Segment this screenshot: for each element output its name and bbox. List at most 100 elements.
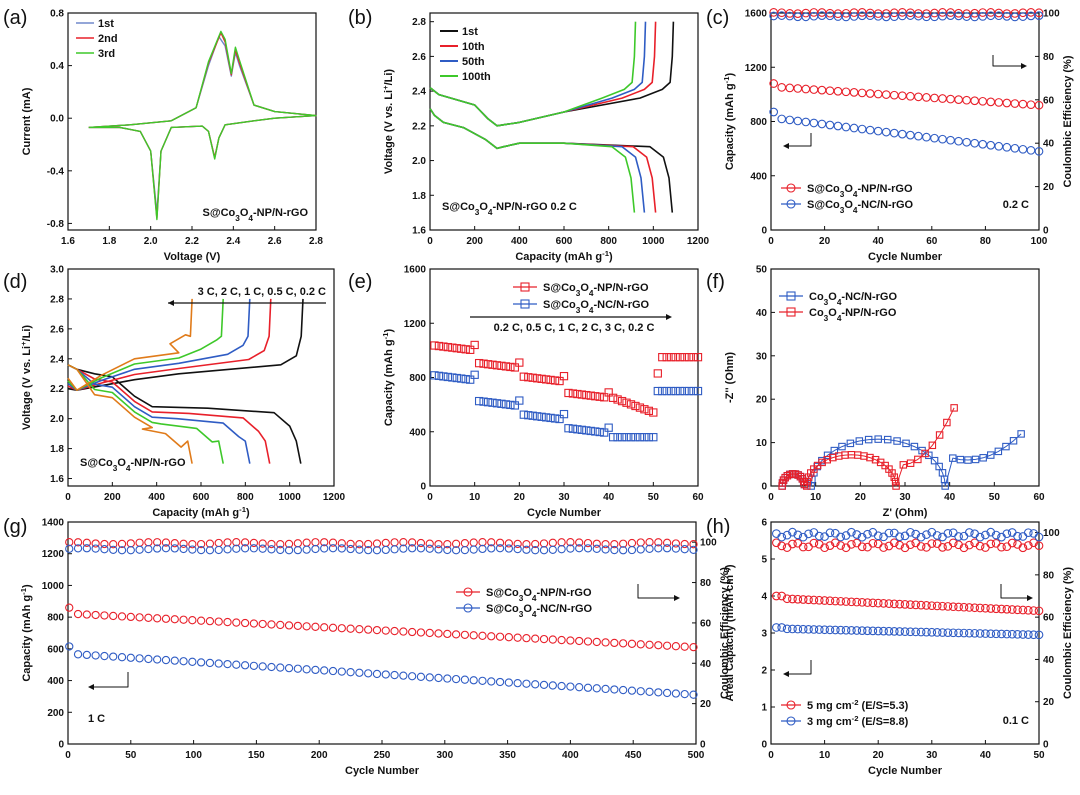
capacity-point <box>975 629 985 638</box>
capacity-point <box>689 690 698 699</box>
text-span: cm <box>836 700 852 712</box>
efficiency-point <box>258 539 267 548</box>
x-tick-label: 2.4 <box>226 236 240 247</box>
efficiency-point <box>258 544 267 553</box>
text-span: Co <box>809 307 824 319</box>
subscript: 3 <box>235 214 240 223</box>
efficiency-point <box>346 544 355 554</box>
capacity-point <box>557 635 566 645</box>
y-axis-label: Areal Capacity (mAh cm-2) <box>722 564 737 701</box>
capacity-point <box>1002 629 1012 639</box>
eis-point <box>906 459 915 467</box>
capacity-point-np <box>541 375 551 384</box>
efficiency-point <box>959 543 969 553</box>
text-span: O <box>240 207 249 219</box>
y-tick-label: 0.4 <box>50 61 64 72</box>
capacity-point-np <box>448 343 457 352</box>
efficiency-point <box>109 545 118 554</box>
capacity-point <box>469 631 478 640</box>
efficiency-point <box>879 532 888 542</box>
capacity-point <box>460 675 470 684</box>
capacity-point <box>1023 630 1033 639</box>
x-tick-label: 1.8 <box>102 236 116 247</box>
capacity-point <box>938 601 947 611</box>
y2-tick-label: 40 <box>1043 139 1055 150</box>
capacity-point <box>654 688 663 697</box>
efficiency-point <box>959 531 969 541</box>
efficiency-point <box>798 542 808 552</box>
efficiency-point <box>895 532 904 542</box>
capacity-point <box>809 118 819 128</box>
text-span: -NP/N-rGO <box>858 183 913 195</box>
capacity-point <box>522 634 531 643</box>
capacity-point <box>994 141 1004 151</box>
capacity-point <box>804 624 813 634</box>
capacity-point <box>991 629 1001 639</box>
efficiency-point <box>399 544 408 553</box>
capacity-point <box>487 677 496 686</box>
capacity-point <box>416 628 426 637</box>
efficiency-point <box>662 544 672 553</box>
capacity-point <box>946 135 955 145</box>
subscript: 4 <box>853 206 858 215</box>
capacity-point <box>232 660 241 669</box>
x-tick-label: 100 <box>1031 236 1048 247</box>
subscript: 4 <box>837 314 842 323</box>
efficiency-point <box>975 541 985 551</box>
text-span: ) <box>383 329 395 333</box>
efficiency-point <box>487 544 496 553</box>
subscript: 4 <box>248 214 253 223</box>
efficiency-point <box>964 540 974 550</box>
capacity-point <box>817 119 827 129</box>
capacity-point <box>539 680 549 690</box>
efficiency-point <box>355 540 364 549</box>
capacity-point-nc <box>452 373 461 383</box>
text-span: S@ <box>486 587 504 599</box>
text-span: Capacity (mAh <box>21 602 33 682</box>
capacity-point-nc <box>466 375 475 384</box>
x-tick-label: 150 <box>248 750 265 761</box>
efficiency-point <box>531 539 540 549</box>
legend-label: 1st <box>98 18 114 30</box>
text-span: Cycle Number <box>868 765 943 777</box>
capacity-point <box>914 92 923 102</box>
y-tick-label: 2.2 <box>412 121 426 132</box>
capacity-point <box>975 603 985 613</box>
efficiency-point <box>355 545 364 554</box>
capacity-point <box>820 596 829 605</box>
discharge-curve-0.5 C <box>67 364 271 464</box>
y-tick-label: 2.2 <box>50 384 64 395</box>
x-tick-label: 40 <box>980 750 992 761</box>
superscript: + <box>19 341 28 346</box>
efficiency-point <box>232 538 241 547</box>
capacity-point <box>997 604 1006 614</box>
capacity-point <box>1018 605 1028 615</box>
x-tick-label: 10 <box>469 492 481 503</box>
x-tick-label: 2.8 <box>309 236 323 247</box>
efficiency-point <box>627 545 637 555</box>
capacity-point-np <box>649 408 658 417</box>
capacity-point <box>922 132 931 142</box>
panel-label: (d) <box>3 271 27 293</box>
y-tick-label: 2.6 <box>412 52 426 63</box>
capacity-point <box>337 624 346 633</box>
capacity-point <box>930 93 939 103</box>
capacity-point <box>1013 629 1022 639</box>
efficiency-point <box>364 539 373 549</box>
text-span: /Li) <box>383 69 395 86</box>
rate-order-label: 3 C, 2 C, 1 C, 0.5 C, 0.2 C <box>198 286 326 298</box>
efficiency-point <box>895 540 904 550</box>
y-tick-label: 800 <box>47 613 64 624</box>
capacity-point <box>513 633 522 642</box>
capacity-point <box>1026 145 1036 155</box>
capacity-point <box>636 640 645 649</box>
panel-annotation: S@Co3O4-NP/N-rGO <box>80 457 186 473</box>
efficiency-point <box>662 538 672 547</box>
efficiency-point <box>809 538 819 548</box>
efficiency-point <box>390 538 399 547</box>
efficiency-point <box>337 544 346 553</box>
efficiency-point <box>1023 541 1033 550</box>
y-tick-label: 1 <box>761 703 767 714</box>
capacity-point <box>986 97 996 107</box>
